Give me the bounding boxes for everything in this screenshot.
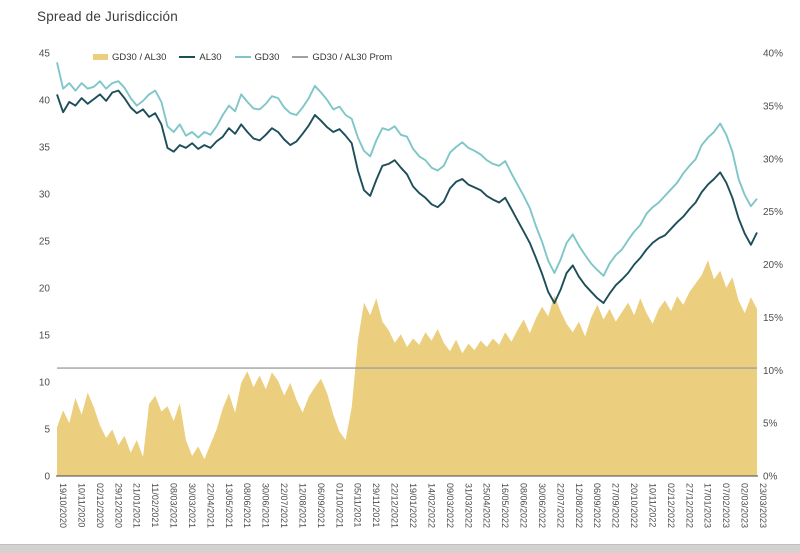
left-axis-tick: 45	[39, 49, 51, 60]
page-title: Spread de Jurisdicción	[37, 9, 178, 24]
left-axis-tick: 10	[39, 378, 51, 389]
x-axis-label: 21/01/2021	[132, 483, 142, 528]
right-axis-tick: 30%	[763, 154, 783, 165]
x-axis-label: 07/02/2023	[721, 483, 731, 528]
left-axis-tick: 5	[44, 425, 50, 436]
chart-legend: GD30 / AL30 AL30 GD30 GD30 / AL30 Prom	[93, 50, 392, 64]
right-axis-tick: 10%	[763, 366, 783, 377]
x-axis-label: 17/01/2023	[703, 483, 713, 528]
legend-line-swatch-icon	[292, 55, 309, 59]
right-axis-tick: 20%	[763, 260, 783, 271]
x-axis-label: 25/04/2022	[482, 483, 492, 528]
right-axis-tick: 40%	[763, 49, 783, 60]
x-axis-label: 06/09/2021	[316, 483, 326, 528]
x-axis-label: 20/10/2022	[629, 483, 639, 528]
right-axis-tick: 35%	[763, 101, 783, 112]
right-axis-tick: 25%	[763, 207, 783, 218]
legend-item-al30: AL30	[179, 51, 222, 63]
x-axis-label: 23/03/2023	[758, 483, 768, 528]
legend-item-gd30-al30: GD30 / AL30	[93, 52, 166, 63]
x-axis-label: 08/06/2022	[519, 483, 529, 528]
left-axis-tick: 25	[39, 237, 51, 248]
left-axis-tick: 35	[39, 143, 51, 154]
x-axis-label: 01/10/2021	[334, 483, 344, 528]
x-axis-label: 08/06/2021	[242, 483, 252, 528]
x-axis-label: 30/06/2022	[537, 483, 547, 528]
left-axis-tick: 30	[39, 190, 51, 201]
x-axis-label: 09/03/2022	[445, 483, 455, 528]
x-axis-label: 02/12/2020	[95, 483, 105, 528]
x-axis-label: 05/11/2021	[353, 483, 363, 527]
x-axis-label: 02/03/2023	[740, 483, 750, 528]
legend-item-gd30: GD30	[234, 51, 280, 63]
left-axis-tick: 40	[39, 96, 51, 107]
x-axis-label: 10/11/2020	[76, 483, 86, 527]
x-axis-label: 22/04/2021	[205, 483, 215, 528]
right-axis-tick: 0%	[763, 472, 778, 483]
x-axis-label: 29/11/2021	[371, 483, 381, 527]
x-axis-label: 08/03/2021	[169, 483, 179, 528]
x-axis-label: 29/12/2020	[113, 483, 123, 528]
x-axis-label: 22/12/2021	[390, 483, 400, 528]
legend-item-gd30-al30-prom: GD30 / AL30 Prom	[292, 52, 392, 63]
x-axis-label: 30/03/2021	[187, 483, 197, 528]
x-axis-label: 13/05/2021	[224, 483, 234, 528]
x-axis-label: 19/10/2020	[58, 483, 68, 528]
legend-line-swatch-icon	[234, 55, 251, 59]
gd30-line-series	[56, 62, 758, 277]
x-axis-label: 22/07/2022	[555, 483, 565, 528]
legend-label: GD30 / AL30	[112, 51, 167, 63]
x-axis-label: 30/06/2021	[261, 483, 271, 528]
right-axis-tick: 5%	[763, 419, 778, 430]
x-axis-label: 27/12/2022	[684, 483, 694, 528]
legend-label: AL30	[199, 51, 222, 63]
x-axis-label: 12/08/2021	[297, 483, 307, 528]
x-axis-label: 11/02/2021	[150, 483, 160, 527]
x-axis-label: 02/12/2022	[666, 483, 676, 528]
legend-label: GD30 / AL30 Prom	[312, 51, 393, 63]
x-axis-label: 22/07/2021	[279, 483, 289, 528]
legend-line-swatch-icon	[179, 55, 196, 59]
left-axis-tick: 0	[44, 472, 50, 483]
x-axis-label: 06/09/2022	[592, 483, 602, 528]
x-axis-label: 10/11/2022	[647, 483, 657, 527]
legend-area-swatch-icon	[93, 54, 108, 60]
x-axis-label: 19/01/2022	[408, 483, 418, 528]
bottom-window-edge	[0, 544, 800, 553]
x-axis-label: 27/09/2022	[611, 483, 621, 528]
right-axis-tick: 15%	[763, 313, 783, 324]
al30-line-series	[56, 89, 758, 304]
left-axis-tick: 20	[39, 284, 51, 295]
x-axis-label: 14/02/2022	[426, 483, 436, 528]
x-axis-label: 12/08/2022	[574, 483, 584, 528]
x-axis-label: 31/03/2022	[463, 483, 473, 528]
x-axis-label: 16/05/2022	[500, 483, 510, 528]
legend-label: GD30	[254, 51, 280, 63]
left-axis-tick: 15	[39, 331, 51, 342]
